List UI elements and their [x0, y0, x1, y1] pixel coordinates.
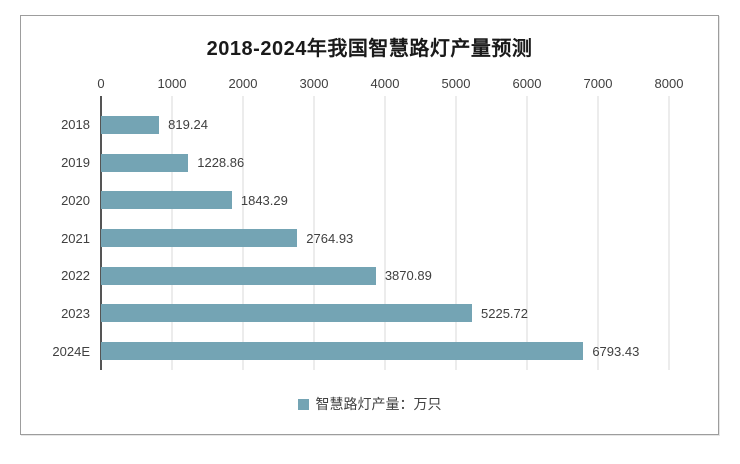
category-label: 2020 [61, 192, 90, 208]
x-tick-label: 1000 [157, 76, 187, 91]
x-tick-label: 2000 [228, 76, 258, 91]
gridline [384, 96, 386, 370]
x-tick-label: 6000 [512, 76, 542, 91]
category-label: 2018 [61, 117, 90, 133]
gridline [455, 96, 457, 370]
category-label: 2023 [61, 305, 90, 321]
bar-row: 5225.72 [101, 295, 669, 333]
legend: 智慧路灯产量：万只 [21, 394, 718, 414]
bar [101, 229, 298, 248]
x-tick-label: 8000 [654, 76, 684, 91]
bar-value-label: 1843.29 [240, 192, 288, 208]
category-labels: 2018 2019 2020 2021 2022 2023 2024E [22, 106, 90, 370]
bar [101, 342, 584, 361]
chart-title: 2018-2024年我国智慧路灯产量预测 [206, 38, 533, 60]
gridline [668, 96, 670, 370]
bar-value-label: 2764.93 [306, 230, 354, 246]
bar [101, 115, 160, 134]
category-label: 2022 [61, 268, 90, 284]
bar-value-label: 5225.72 [481, 305, 529, 321]
bar-value-label: 3870.89 [384, 268, 432, 284]
category-label: 2021 [61, 230, 90, 246]
legend-marker-icon [297, 398, 309, 410]
x-tick-label: 0 [97, 76, 105, 91]
chart-frame: 2018-2024年我国智慧路灯产量预测 0 1000 2000 3000 4000 50… [20, 15, 719, 435]
bar-row: 1843.29 [101, 181, 669, 219]
bar-value-label: 6793.43 [592, 343, 640, 359]
bar-row: 1228.86 [101, 144, 669, 182]
category-label: 2024E [52, 343, 90, 359]
x-tick-label: 7000 [583, 76, 613, 91]
gridline [597, 96, 599, 370]
bar-rows: 819.24 1228.86 1843.29 2764.93 3870.89 5225.7… [101, 106, 669, 370]
x-tick-label: 5000 [441, 76, 471, 91]
bar [101, 304, 473, 323]
gridline [526, 96, 528, 370]
gridline [313, 96, 315, 370]
bar-value-label: 1228.86 [197, 155, 245, 171]
x-tick-label: 4000 [370, 76, 400, 91]
bar-row: 2764.93 [101, 219, 669, 257]
bar [101, 191, 232, 210]
bar-row: 6793.43 [101, 332, 669, 370]
bar-row: 3870.89 [101, 257, 669, 295]
legend-label: 智慧路灯产量：万只 [315, 396, 442, 412]
x-tick-label: 3000 [299, 76, 329, 91]
category-label: 2019 [61, 155, 90, 171]
x-axis-tick-labels: 0 1000 2000 3000 4000 5000 6000 7000 8000 [97, 76, 683, 92]
bar-value-label: 819.24 [168, 117, 208, 133]
bar [101, 153, 189, 172]
bar [101, 266, 376, 285]
plot-area: 819.24 1228.86 1843.29 2764.93 3870.89 5225.7… [100, 96, 670, 370]
bar-row: 819.24 [101, 106, 669, 144]
